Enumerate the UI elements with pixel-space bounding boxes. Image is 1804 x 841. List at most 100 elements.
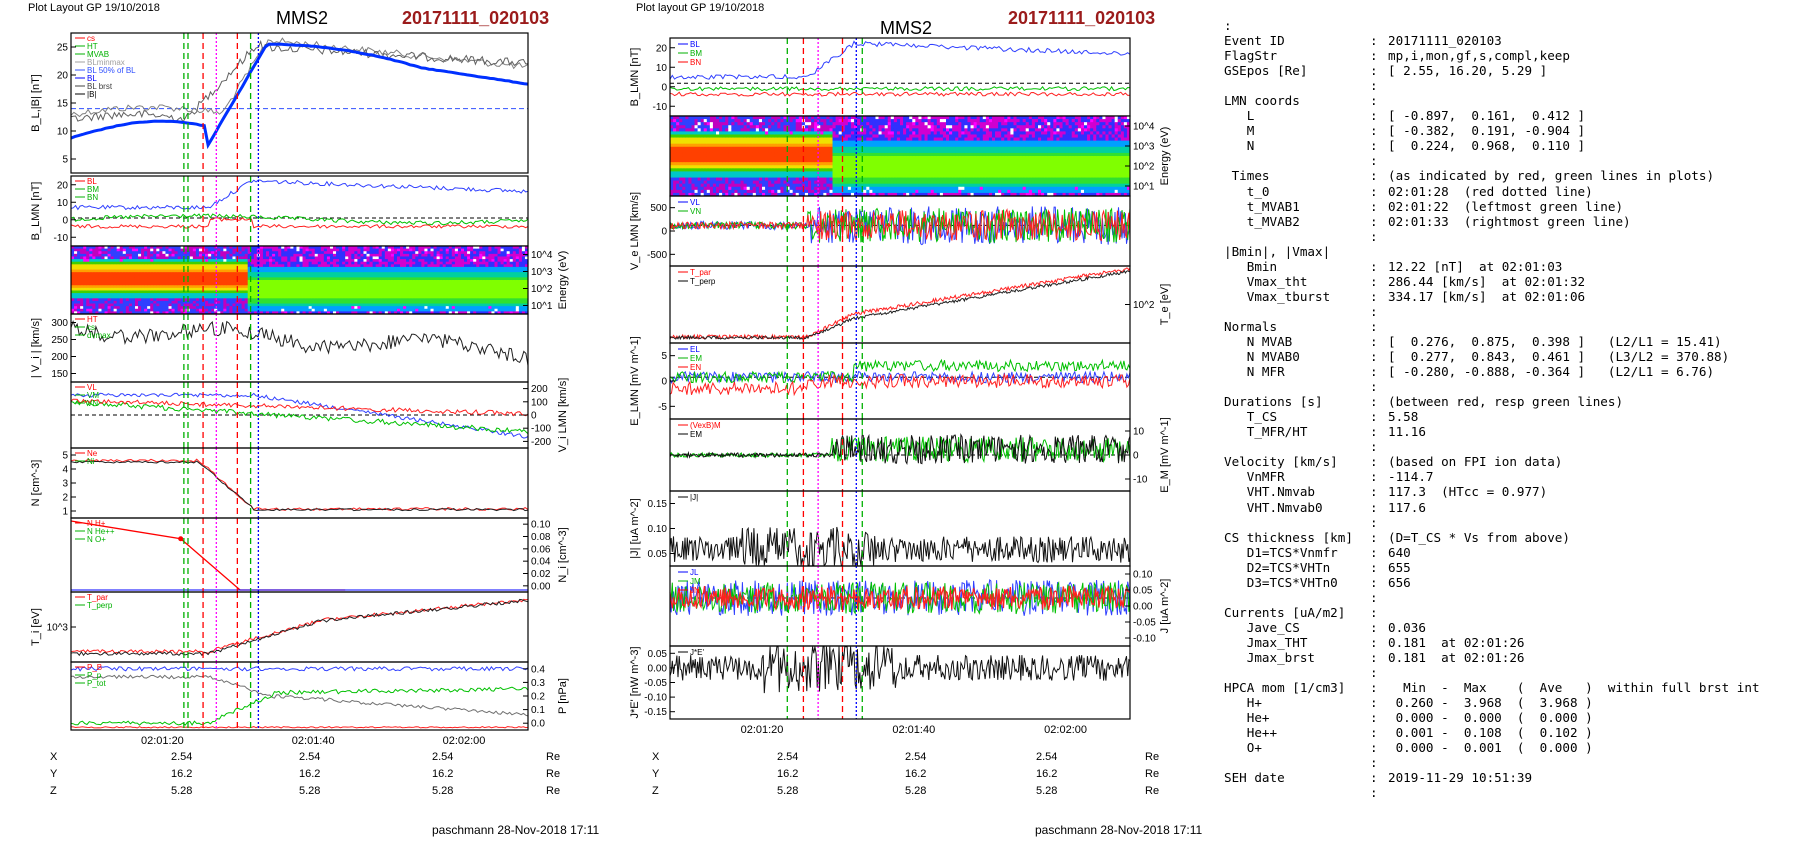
summary-colon: : [1370, 484, 1378, 500]
y-tick-label: 10 [57, 198, 69, 209]
p-b-trace [70, 674, 529, 717]
summary-key: GSEpos [Re] [1224, 63, 1308, 79]
left-panel-minor_ions: 0.000.020.040.060.080.10N_i [cm^-3]N H+N… [70, 517, 569, 593]
t-par-trace [70, 598, 529, 654]
y-tick-label: 0.4 [531, 664, 545, 675]
ni-trace [70, 460, 529, 512]
y-tick-label: 0.10 [648, 524, 668, 535]
y-tick-label: 5 [661, 351, 667, 362]
summary-value: [ -0.280, -0.888, -0.364 ] (L2/L1 = 6.76… [1388, 364, 1715, 380]
summary-value: (as indicated by red, green lines in plo… [1388, 168, 1715, 184]
summary-colon: : [1370, 725, 1378, 741]
legend-entry: HT [87, 42, 98, 51]
y-axis-label: V_e LMN [km/s] [629, 192, 641, 270]
legend-entry: cs [87, 34, 95, 43]
summary-key: O+ [1224, 740, 1262, 756]
y-tick-label: -200 [531, 437, 551, 448]
left-panel-ion_spectrogram: 10^1 10^2 10^3 10^4 Energy (eV) [70, 245, 569, 315]
electron-spectrogram [670, 116, 1131, 197]
summary-row: : [1224, 153, 1799, 168]
summary-value: [ 0.224, 0.968, 0.110 ] [1388, 138, 1586, 154]
summary-row: M: [ -0.382, 0.191, -0.904 ] [1224, 123, 1799, 138]
summary-colon: : [1370, 439, 1378, 455]
legend-entry: T_par [690, 268, 711, 277]
te-par-trace [669, 267, 1131, 341]
legend-entry: BL [690, 40, 700, 49]
panel-frame [70, 175, 529, 247]
legend-entry: T_par [87, 593, 108, 602]
summary-key: Times [1224, 168, 1270, 184]
summary-colon: : [1370, 649, 1378, 665]
y-tick-label: 10 [656, 63, 668, 74]
legend-entry: EM [690, 354, 702, 363]
pe-trace [70, 726, 529, 729]
panel-frame [669, 265, 1131, 344]
y-axis-label: |J| [uA m^-2] [629, 498, 641, 558]
summary-row: SEH date:2019-11-29 10:51:39 [1224, 770, 1799, 785]
legend-entry: |B| [87, 90, 97, 99]
legend-entry: HT [87, 315, 98, 324]
y-axis-label: E_LMN [mV m^-1] [629, 336, 641, 426]
x-time-label: 02:01:40 [892, 724, 935, 736]
summary-value: [ 2.55, 16.20, 5.29 ] [1388, 63, 1548, 79]
y-axis-label: B_L,|B| [nT] [30, 74, 42, 132]
y-axis-label: T_e [eV] [1159, 284, 1171, 326]
left-event-title: 20171111_020103 [402, 8, 550, 28]
summary-row: Normals: [1224, 319, 1799, 334]
left-credit: paschmann 28-Nov-2018 17:11 [432, 823, 600, 837]
pos-value: 5.28 [1036, 785, 1058, 797]
y-tick-label: 5 [62, 451, 68, 462]
summary-row: VHT.Nmvab0:117.6 [1224, 500, 1799, 515]
pos-row-label: Z [652, 785, 659, 797]
legend-entry: dvmax [87, 331, 111, 340]
summary-value: 20171111_020103 [1388, 33, 1502, 49]
y-tick-label: -10 [1133, 475, 1148, 486]
summary-colon: : [1370, 589, 1378, 605]
y-tick-label: 10 [1133, 427, 1145, 438]
legend-entry: |J| [690, 493, 698, 502]
summary-colon: : [1370, 755, 1378, 771]
summary-row: : [1224, 379, 1799, 394]
summary-colon: : [1370, 108, 1378, 124]
summary-value: -114.7 [1388, 469, 1434, 485]
y-tick-label: 500 [650, 203, 667, 214]
summary-key: |Bmin|, |Vmax| [1224, 243, 1331, 259]
summary-key: D2=TCS*VHTn [1224, 559, 1331, 575]
summary-colon: : [1370, 138, 1378, 154]
summary-row: He+: 0.000 - 0.000 ( 0.000 ) [1224, 710, 1799, 725]
y-tick-label: 0.05 [648, 549, 668, 560]
pos-row-label: X [652, 751, 660, 763]
summary-row: t_0:02:01:28 (red dotted line) [1224, 184, 1799, 199]
summary-key: t_MVAB1 [1224, 198, 1300, 214]
pos-unit: Re [546, 751, 561, 763]
legend-entry: JN [690, 586, 700, 595]
pos-value: 5.28 [171, 785, 193, 797]
summary-value: [ -0.897, 0.161, 0.412 ] [1388, 108, 1586, 124]
y-tick-label: 20 [656, 43, 668, 54]
abs-j-trace [669, 526, 1131, 568]
summary-value: 02:01:28 (red dotted line) [1388, 183, 1593, 199]
summary-value: 02:01:33 (rightmost green line) [1388, 213, 1631, 229]
summary-row: Velocity [km/s]: (based on FPI ion data) [1224, 454, 1799, 469]
bl-smooth-trace [70, 42, 529, 150]
summary-key: N MVAB [1224, 333, 1293, 349]
summary-key: Velocity [km/s] [1224, 454, 1338, 470]
summary-key: N MVAB0 [1224, 349, 1300, 365]
y-axis-label: B_LMN [nT] [30, 182, 42, 241]
summary-row: N MVAB0: [ 0.277, 0.843, 0.461 ] (L3/L2 =… [1224, 349, 1799, 364]
summary-value: (D=T_CS * Vs from above) [1388, 529, 1570, 545]
summary-key: N MFR [1224, 364, 1285, 380]
y-axis-label: B_LMN [nT] [629, 48, 641, 107]
legend-entry: cs [87, 323, 95, 332]
mid-panel-electron_spectrogram: 10^1 10^2 10^3 10^4 Energy (eV) [669, 115, 1171, 197]
legend-entry: BL [87, 74, 97, 83]
summary-colon: : [1370, 409, 1378, 425]
pos-value: 5.28 [432, 785, 454, 797]
summary-row: : [1224, 439, 1799, 454]
y-tick-label: 0.04 [531, 557, 551, 568]
summary-row: t_MVAB1:02:01:22 (leftmost green line) [1224, 199, 1799, 214]
